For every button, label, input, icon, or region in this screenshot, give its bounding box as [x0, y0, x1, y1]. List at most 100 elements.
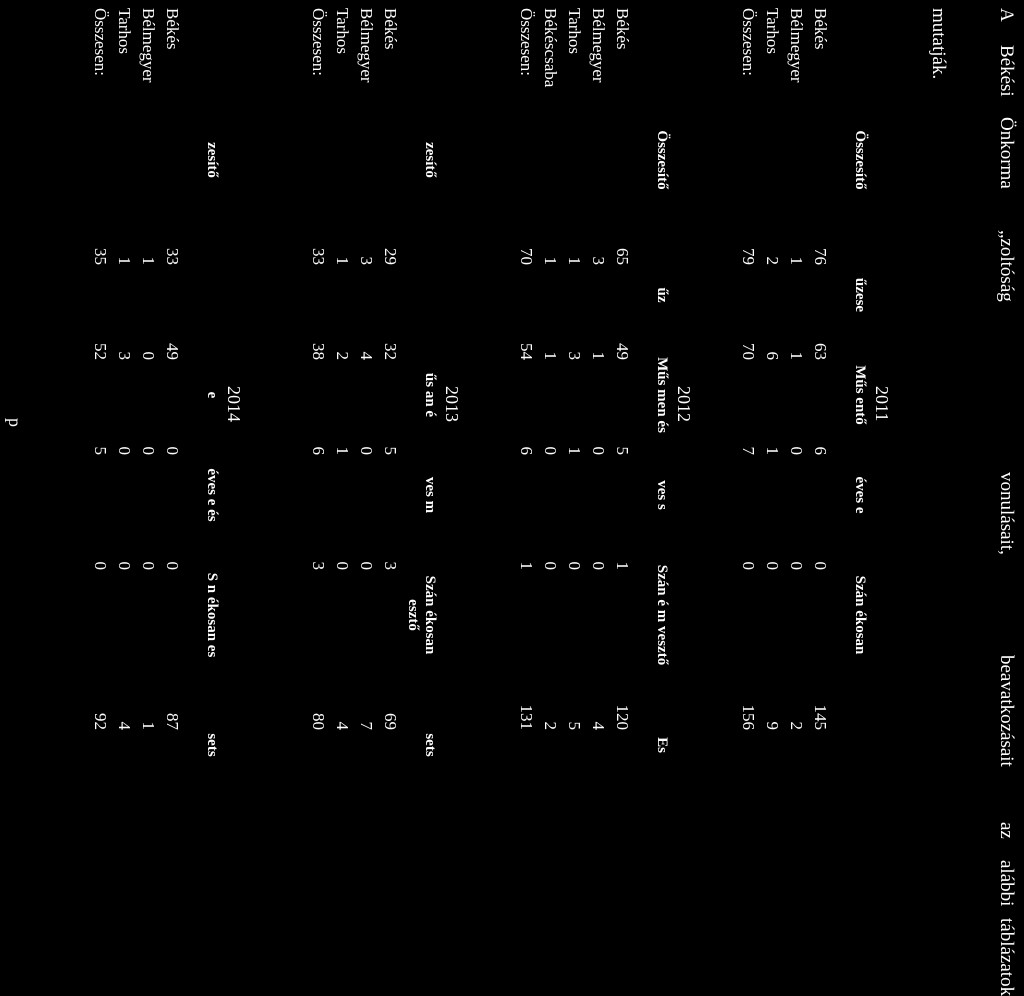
table-cell: 3 [381, 561, 400, 571]
column-header: zesítő [204, 142, 220, 178]
table-cell: 7 [357, 721, 376, 731]
table-cell: 0 [787, 561, 806, 571]
table-cell: 33 [309, 248, 328, 265]
column-header: e [204, 391, 220, 399]
column-header: sets [204, 733, 220, 757]
table-cell: 0 [139, 351, 158, 361]
table-cell: 1 [139, 256, 158, 266]
column-header: sets [422, 733, 438, 757]
row-label: Tarhos [565, 8, 584, 55]
column-header: Műs entő [852, 365, 868, 425]
column-header: Szán ékosan [852, 575, 868, 655]
table-cell: 0 [139, 446, 158, 456]
column-header: Es [654, 737, 670, 753]
table-year: 2013 [442, 386, 462, 422]
table-cell: 70 [739, 343, 758, 360]
table-cell: 1 [589, 351, 608, 361]
table-cell: 1 [565, 446, 584, 456]
table-cell: 0 [565, 561, 584, 571]
column-header: éves e [852, 476, 868, 514]
intro-word: „zoltóság [996, 230, 1017, 302]
table-cell: 145 [811, 704, 830, 731]
table-cell: 2 [787, 721, 806, 731]
table-cell: 4 [357, 351, 376, 361]
column-header: űz [654, 287, 670, 303]
row-label: Békés [613, 8, 632, 50]
table-cell: 35 [91, 248, 110, 265]
page-marker: p [5, 418, 25, 427]
intro-word: alábbi [996, 860, 1017, 907]
table-cell: 5 [381, 446, 400, 456]
table-cell: 0 [115, 446, 134, 456]
table-cell: 6 [309, 446, 328, 456]
table-cell: 70 [517, 248, 536, 265]
column-header: zesítő [422, 142, 438, 178]
table-cell: 0 [763, 561, 782, 571]
table-cell: 156 [739, 704, 758, 731]
table-cell: 131 [517, 704, 536, 731]
table-cell: 0 [589, 561, 608, 571]
table-cell: 6 [811, 446, 830, 456]
table-cell: 32 [381, 343, 400, 360]
row-label: Békés [163, 8, 182, 50]
table-cell: 1 [333, 446, 352, 456]
table-cell: 7 [739, 446, 758, 456]
row-label: Bélmegyer [787, 8, 806, 83]
table-cell: 1 [787, 256, 806, 266]
table-cell: 0 [787, 446, 806, 456]
table-cell: 69 [381, 713, 400, 730]
column-header: Szán ékosan esztő [405, 575, 438, 655]
table-cell: 9 [763, 721, 782, 731]
table-cell: 1 [541, 351, 560, 361]
table-cell: 120 [613, 704, 632, 731]
table-cell: 0 [589, 446, 608, 456]
table-cell: 5 [565, 721, 584, 731]
table-cell: 3 [589, 256, 608, 266]
table-cell: 76 [811, 248, 830, 265]
column-header: ves m [422, 476, 438, 514]
table-cell: 0 [541, 446, 560, 456]
row-label: Tarhos [115, 8, 134, 55]
table-cell: 1 [115, 256, 134, 266]
row-label: Békés [811, 8, 830, 50]
table-cell: 87 [163, 713, 182, 730]
intro-line-2: mutatják. [928, 8, 949, 80]
table-cell: 33 [163, 248, 182, 265]
table-cell: 52 [91, 343, 110, 360]
table-cell: 0 [739, 561, 758, 571]
table-cell: 5 [613, 446, 632, 456]
table-cell: 1 [517, 561, 536, 571]
row-label: Összesen: [309, 8, 328, 76]
table-cell: 54 [517, 343, 536, 360]
table-cell: 1 [139, 721, 158, 731]
column-header: Műs men és [654, 357, 670, 433]
column-header: űzese [852, 277, 868, 313]
table-cell: 65 [613, 248, 632, 265]
table-cell: 63 [811, 343, 830, 360]
table-year: 2014 [224, 386, 244, 422]
intro-word: táblázatok [996, 918, 1017, 996]
table-cell: 79 [739, 248, 758, 265]
table-cell: 0 [163, 446, 182, 456]
table-cell: 3 [565, 351, 584, 361]
table-cell: 1 [333, 256, 352, 266]
table-cell: 1 [763, 446, 782, 456]
table-cell: 0 [811, 561, 830, 571]
table-cell: 29 [381, 248, 400, 265]
row-label: Összesen: [739, 8, 758, 76]
table-cell: 4 [589, 721, 608, 731]
table-cell: 2 [333, 351, 352, 361]
row-label: Bélmegyer [589, 8, 608, 83]
table-cell: 0 [357, 446, 376, 456]
table-cell: 1 [541, 256, 560, 266]
table-cell: 3 [115, 351, 134, 361]
table-cell: 0 [163, 561, 182, 571]
table-cell: 0 [139, 561, 158, 571]
table-cell: 1 [787, 351, 806, 361]
table-cell: 0 [91, 561, 110, 571]
row-label: Összesen: [517, 8, 536, 76]
column-header: éves e és [204, 468, 220, 522]
table-cell: 5 [91, 446, 110, 456]
intro-word: az [996, 822, 1017, 839]
column-header: Összesítő [852, 130, 868, 190]
